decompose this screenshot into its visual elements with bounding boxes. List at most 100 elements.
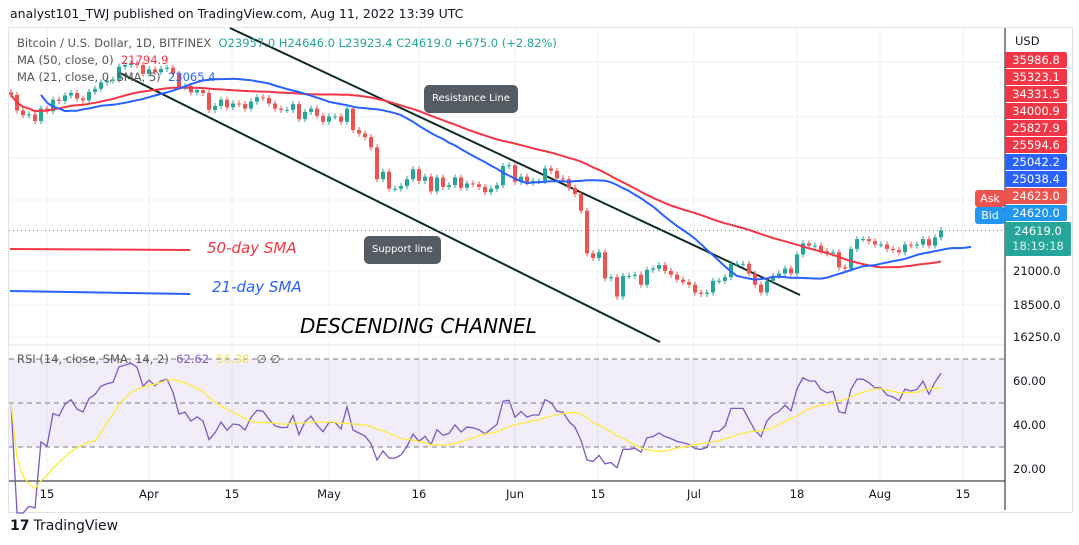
time-axis-label: 15 xyxy=(956,487,971,501)
candle-body xyxy=(615,277,619,297)
candle-body xyxy=(411,169,415,180)
rsi-sma-line xyxy=(10,378,942,490)
candle-body xyxy=(681,279,685,283)
candle-body xyxy=(543,168,547,181)
candle-body xyxy=(609,277,613,279)
last-price-label: 24619.0 18:19:18 xyxy=(1005,222,1071,256)
candle-body xyxy=(219,99,223,107)
candle-body xyxy=(99,82,103,89)
candle-body xyxy=(441,177,445,187)
candle-body xyxy=(477,184,481,187)
candle-body xyxy=(489,188,493,193)
candle-body xyxy=(273,103,277,109)
candle-body xyxy=(639,274,643,285)
candle-body xyxy=(783,268,787,274)
candle-body xyxy=(837,252,841,268)
candle-body xyxy=(117,66,121,80)
candle-body xyxy=(447,185,451,187)
candle-body xyxy=(57,99,61,102)
candle-body xyxy=(693,284,697,293)
candle-body xyxy=(69,93,73,96)
candle-body xyxy=(321,115,325,122)
candle-body xyxy=(807,243,811,246)
candle-body xyxy=(249,101,253,109)
price-level-label: 34000.9 xyxy=(1005,103,1067,119)
candle-body xyxy=(711,280,715,293)
candle-body xyxy=(915,244,919,246)
candle-body xyxy=(735,263,739,265)
candle-body xyxy=(357,130,361,134)
candle-body xyxy=(123,65,127,67)
candle-body xyxy=(225,99,229,108)
symbol-legend: Bitcoin / U.S. Dollar, 1D, BITFINEX O239… xyxy=(17,36,557,50)
bar-countdown: 18:19:18 xyxy=(1012,239,1064,253)
candle-body xyxy=(159,68,163,73)
tradingview-logo[interactable]: 𝟭𝟳 TradingView xyxy=(10,518,118,534)
candle-body xyxy=(909,244,913,246)
ma21-legend[interactable]: MA (21, close, 0, SMA, 5) 23065.4 xyxy=(17,70,216,84)
candle-body xyxy=(555,170,559,179)
candle-body xyxy=(591,253,595,258)
candle-body xyxy=(471,183,475,185)
resistance-line xyxy=(229,27,801,296)
price-level-label: 24620.0 xyxy=(1005,205,1067,221)
rsi-legend[interactable]: RSI (14, close, SMA, 14, 2) 62.62 56.38 … xyxy=(17,352,280,366)
candle-body xyxy=(507,165,511,167)
candle-body xyxy=(651,268,655,270)
time-axis-label: 18 xyxy=(790,487,805,501)
candle-body xyxy=(903,244,907,253)
last-price: 24619.0 xyxy=(1014,224,1062,238)
candle-body xyxy=(891,248,895,251)
candle-body xyxy=(423,176,427,181)
candle-body xyxy=(879,244,883,246)
candle-body xyxy=(147,69,151,74)
time-axis-label: May xyxy=(317,487,341,501)
candle-body xyxy=(867,239,871,242)
candle-body xyxy=(27,114,31,116)
candle-body xyxy=(81,98,85,101)
descending-channel-annotation: DESCENDING CHANNEL xyxy=(300,314,537,338)
candle-body xyxy=(603,252,607,279)
ma50-value: 21794.9 xyxy=(120,53,169,67)
time-axis-label: 15 xyxy=(591,487,606,501)
candle-body xyxy=(417,169,421,181)
candle-body xyxy=(189,85,193,93)
published-info: analyst101_TWJ published on TradingView.… xyxy=(10,6,464,21)
chart-frame[interactable] xyxy=(8,27,1073,513)
price-level-label: 25594.6 xyxy=(1005,137,1067,153)
candle-body xyxy=(237,103,241,105)
candle-body xyxy=(597,252,601,258)
price-level-label: 25827.9 xyxy=(1005,120,1067,136)
candle-body xyxy=(195,90,199,93)
candle-body xyxy=(309,108,313,112)
candle-body xyxy=(291,104,295,110)
price-axis-tick: 21000.0 xyxy=(1013,264,1061,278)
candle-body xyxy=(921,239,925,245)
candle-body xyxy=(525,176,529,183)
sma21-legend-line xyxy=(9,290,191,295)
rsi-line xyxy=(10,362,942,514)
candle-body xyxy=(279,108,283,110)
candle-body xyxy=(741,263,745,265)
candle-body xyxy=(51,99,55,112)
rsi-sma-value: 56.38 xyxy=(216,352,250,366)
candle-body xyxy=(105,80,109,83)
candle-body xyxy=(261,97,265,99)
rsi-value: 62.62 xyxy=(176,352,210,366)
candle-body xyxy=(21,110,25,116)
price-axis-tick: 40.00 xyxy=(1013,418,1046,432)
sma50-annotation: 50-day SMA xyxy=(207,239,297,257)
time-axis-label: Jul xyxy=(686,487,701,501)
candle-body xyxy=(633,274,637,276)
candle-body xyxy=(243,104,247,109)
ma50-legend[interactable]: MA (50, close, 0) 21794.9 xyxy=(17,53,169,67)
price-axis-tick: 16250.0 xyxy=(1013,330,1061,344)
candle-body xyxy=(351,108,355,131)
candle-body xyxy=(429,176,433,192)
candle-body xyxy=(855,239,859,249)
candle-body xyxy=(303,111,307,120)
time-axis-label: 15 xyxy=(225,487,240,501)
candle-body xyxy=(723,277,727,281)
candle-body xyxy=(849,248,853,269)
